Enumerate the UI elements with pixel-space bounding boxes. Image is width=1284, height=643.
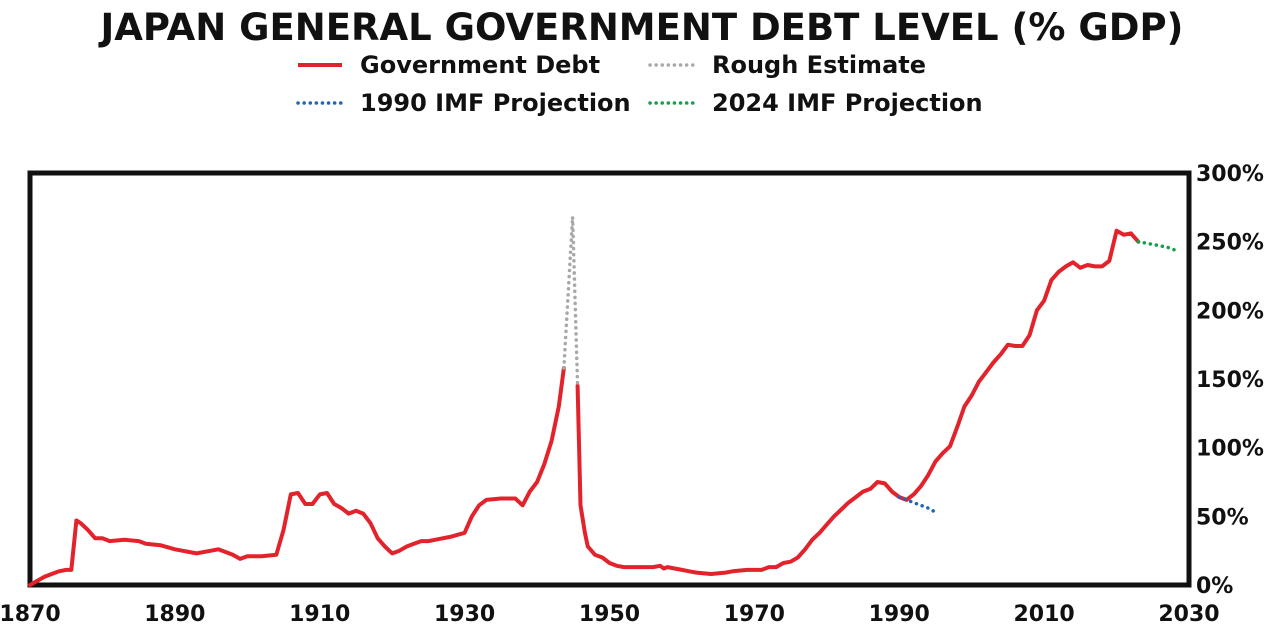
series-line-2024-imf-projection-0 <box>1136 239 1177 252</box>
x-axis: 1870 1890 1910 1930 1950 1970 1990 2010 2030 <box>0 602 1220 627</box>
x-tick-label: 1910 <box>289 602 350 627</box>
y-tick-label: 100% <box>1196 437 1264 462</box>
legend-label: Government Debt <box>360 51 600 79</box>
y-tick-label: 0% <box>1196 574 1233 599</box>
x-tick-label: 1870 <box>0 602 61 627</box>
series-line-1990-imf-projection-0 <box>897 495 938 514</box>
series-2024-imf-projection <box>1136 239 1177 252</box>
y-axis: 0% 50% 100% 150% 200% 250% 300% <box>1196 162 1264 599</box>
legend-item-rough-estimate: Rough Estimate <box>648 51 926 79</box>
y-tick-label: 250% <box>1196 231 1264 256</box>
y-tick-label: 50% <box>1196 505 1249 530</box>
x-tick-label: 1930 <box>434 602 495 627</box>
y-tick-label: 200% <box>1196 299 1264 324</box>
x-tick-label: 1950 <box>579 602 640 627</box>
series-line-government-debt-1 <box>575 228 1141 576</box>
y-tick-label: 300% <box>1196 162 1264 187</box>
x-tick-label: 1970 <box>724 602 785 627</box>
series-1990-imf-projection <box>897 495 938 514</box>
legend-label: Rough Estimate <box>712 51 926 79</box>
legend-item-government-debt: Government Debt <box>298 51 600 79</box>
chart-title: JAPAN GENERAL GOVERNMENT DEBT LEVEL (% G… <box>98 6 1184 49</box>
series-line-government-debt-0 <box>28 366 566 587</box>
series-government-debt <box>28 228 1141 587</box>
legend-item-2024-imf-projection: 2024 IMF Projection <box>648 89 983 117</box>
plot-area <box>27 170 1192 588</box>
legend: Government Debt Rough Estimate 1990 IMF Pr… <box>296 51 983 117</box>
series-rough-estimate <box>562 215 580 388</box>
x-tick-label: 1990 <box>869 602 930 627</box>
x-tick-label: 1890 <box>144 602 205 627</box>
legend-label: 2024 IMF Projection <box>712 89 983 117</box>
y-tick-label: 150% <box>1196 368 1264 393</box>
x-tick-label: 2010 <box>1014 602 1075 627</box>
x-tick-label: 2030 <box>1158 602 1219 627</box>
plot-frame <box>27 170 1192 588</box>
legend-item-1990-imf-projection: 1990 IMF Projection <box>296 89 631 117</box>
series-line-rough-estimate-0 <box>562 215 580 388</box>
legend-label: 1990 IMF Projection <box>360 89 631 117</box>
